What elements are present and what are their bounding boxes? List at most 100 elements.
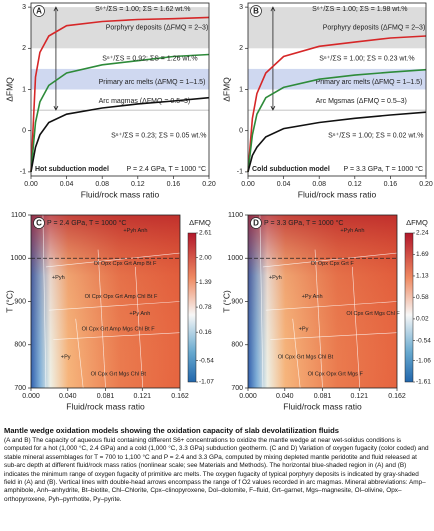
- y-tick-label: 1000: [227, 255, 243, 262]
- y-axis-label: T (°C): [221, 290, 231, 313]
- band-label: Primary arc melts (ΔFMQ = 1–1.5): [99, 79, 206, 86]
- condition-note: P = 2.4 GPa, T = 1000 °C: [47, 219, 126, 227]
- x-axis-label: Fluid/rock mass ratio: [66, 401, 145, 411]
- x-tick-label: 0.12: [348, 181, 362, 188]
- x-tick-label: 0.081: [97, 393, 115, 400]
- phase-label: Ol Cpx Grt Mgs Chl F: [346, 311, 400, 317]
- plot-frame: [30, 2, 210, 177]
- y-tick-label: 900: [14, 298, 26, 305]
- phase-label: +Py Anh: [129, 311, 150, 317]
- y-tick-label: 900: [231, 298, 243, 305]
- reference-band: [31, 68, 209, 90]
- colorbar-tick-label: 1.39: [199, 279, 212, 286]
- x-tick-label: 0.000: [22, 393, 40, 400]
- series-label: S⁶⁺/ΣS = 0.92; ΣS = 1.26 wt.%: [102, 55, 197, 62]
- series-line: [247, 68, 427, 172]
- series-label: S⁶⁺/ΣS = 1.00; ΣS = 1.98 wt.%: [312, 6, 407, 13]
- phase-boundary: [97, 249, 106, 389]
- colorbar-tick-label: 2.24: [416, 230, 429, 237]
- reference-band: [248, 7, 426, 49]
- y-tick-label: 2: [22, 45, 26, 52]
- series-line: [30, 16, 210, 172]
- band-label: Primary arc melts (ΔFMQ = 1–1.5): [316, 79, 423, 86]
- x-tick-label: 0.00: [24, 181, 38, 188]
- colorbar: [187, 232, 197, 383]
- y-tick-label: 1: [22, 86, 26, 93]
- x-tick-label: 0.162: [388, 393, 406, 400]
- colorbar-tick-label: 0.02: [416, 316, 429, 323]
- y-tick-label: -1: [20, 169, 26, 176]
- caption: Mantle wedge oxidation models showing th…: [0, 424, 434, 504]
- phase-label: +Pyh: [52, 275, 65, 281]
- y-tick-label: 700: [231, 385, 243, 392]
- condition-note: P = 3.3 GPa, T = 1000 °C: [344, 165, 423, 173]
- phase-label: Ol Opx Cpx Grt Amp Bt F: [94, 261, 157, 267]
- panel-label: C: [36, 219, 42, 228]
- x-axis-label: Fluid/rock mass ratio: [81, 189, 160, 199]
- x-tick-label: 0.20: [202, 181, 216, 188]
- x-tick-label: 0.040: [59, 393, 77, 400]
- phase-label: Ol Cpx Grt Mgs Chl Bt: [278, 354, 334, 360]
- colorbar-tick-label: 2.61: [199, 230, 212, 237]
- panel-label-circle: [250, 5, 262, 17]
- colorbar-label: ΔFMQ: [189, 218, 211, 227]
- panel-label-circle: [33, 5, 45, 17]
- phase-boundary: [259, 214, 264, 389]
- phase-boundary: [352, 266, 361, 389]
- colorbar-tick-label: 0.58: [416, 294, 429, 301]
- band-label: Porphyry deposits (ΔFMQ = 2–3): [106, 25, 209, 32]
- phase-boundary: [270, 332, 398, 340]
- phase-label: Ol Cpx Opx Grt Mgs F: [308, 372, 364, 378]
- plot-frame: [30, 214, 181, 389]
- phase-boundary: [45, 252, 181, 268]
- phase-label: Ol Cpx Grt Mgs Chl Bt: [91, 372, 147, 378]
- y-tick-label: 800: [231, 342, 243, 349]
- colorbar-tick-label: 1.13: [416, 273, 429, 280]
- y-tick-label: 800: [14, 342, 26, 349]
- phase-boundary: [135, 266, 144, 389]
- x-tick-label: 0.162: [171, 393, 189, 400]
- band-label: Porphyry deposits (ΔFMQ = 2–3): [323, 25, 426, 32]
- y-axis-label: ΔFMQ: [4, 77, 14, 102]
- colorbar: [404, 232, 414, 383]
- phase-boundary: [42, 214, 47, 389]
- phase-boundary: [262, 252, 398, 268]
- phase-boundary: [314, 249, 323, 389]
- x-axis-label: Fluid/rock mass ratio: [298, 189, 377, 199]
- y-tick-label: 700: [14, 385, 26, 392]
- plot-frame: [247, 214, 398, 389]
- series-label: S⁶⁺/ΣS = 1.00; ΣS = 1.62 wt.%: [95, 6, 190, 13]
- heatmap-shade: [248, 215, 397, 388]
- x-tick-label: 0.081: [314, 393, 332, 400]
- phase-label: +Py: [299, 327, 309, 333]
- plot-frame: [247, 2, 427, 177]
- y-tick-label: 2: [239, 45, 243, 52]
- colorbar-tick-label: 1.69: [416, 251, 429, 258]
- y-tick-label: 1: [239, 86, 243, 93]
- x-tick-label: 0.20: [419, 181, 433, 188]
- y-tick-label: 1100: [228, 212, 243, 219]
- condition-note: P = 2.4 GPa, T = 1000 °C: [127, 165, 206, 173]
- panel-label: A: [36, 7, 42, 16]
- x-tick-label: 0.08: [95, 181, 109, 188]
- colorbar-tick-label: -0.54: [199, 357, 214, 364]
- phase-label: Ol Cpx Opx Grt Amp Chl Bt F: [85, 294, 158, 300]
- y-axis-label: ΔFMQ: [221, 77, 231, 102]
- y-tick-label: 3: [22, 4, 26, 11]
- series-label: S⁶⁺/ΣS = 1.00; ΣS = 0.02 wt.%: [328, 132, 423, 139]
- y-tick-label: 3: [239, 4, 243, 11]
- x-tick-label: 0.04: [277, 181, 291, 188]
- panel-label: B: [253, 7, 259, 16]
- y-tick-label: 0: [22, 128, 26, 135]
- series-line: [247, 35, 427, 172]
- x-tick-label: 0.12: [131, 181, 145, 188]
- series-label: S⁶⁺/ΣS = 1.00; ΣS = 0.23 wt.%: [319, 55, 414, 62]
- x-tick-label: 0.121: [134, 393, 152, 400]
- band-label: Arc magmas (ΔFMQ = 0.5–3): [99, 98, 191, 105]
- phase-label: +Pyh Anh: [123, 228, 147, 234]
- panel-label-circle: [33, 217, 45, 229]
- colorbar-label: ΔFMQ: [406, 218, 428, 227]
- model-note: Hot subduction model: [35, 166, 109, 173]
- panel-label: D: [253, 219, 259, 228]
